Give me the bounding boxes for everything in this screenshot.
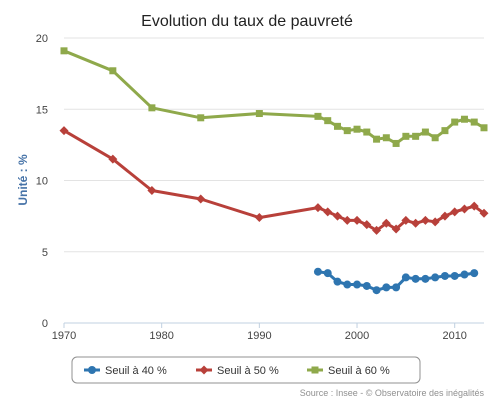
- series-line: [62, 49, 486, 145]
- data-point: [431, 273, 440, 282]
- data-point: [353, 125, 361, 133]
- data-point: [333, 122, 341, 130]
- data-point: [480, 124, 488, 132]
- series-group: [59, 47, 489, 295]
- data-point: [254, 213, 264, 223]
- y-tick-label: 15: [36, 104, 48, 116]
- data-point: [382, 134, 390, 142]
- data-point: [343, 280, 352, 289]
- data-point: [255, 110, 263, 118]
- x-tick-label: 1980: [149, 330, 173, 342]
- data-point: [323, 207, 333, 217]
- data-point: [460, 270, 469, 279]
- data-point: [372, 286, 381, 295]
- data-point: [440, 211, 450, 221]
- legend-label: Seuil à 60 %: [328, 365, 390, 377]
- legend-label: Seuil à 50 %: [217, 365, 279, 377]
- data-point: [323, 269, 332, 278]
- data-point: [479, 208, 489, 218]
- legend-box: [71, 356, 421, 384]
- data-point: [197, 114, 205, 122]
- y-tick-label: 10: [36, 176, 48, 188]
- data-point: [59, 126, 69, 136]
- data-point: [459, 204, 469, 214]
- data-point: [450, 207, 460, 217]
- series-3: [60, 47, 488, 147]
- data-point: [332, 211, 342, 221]
- data-point: [324, 117, 332, 125]
- data-point: [401, 215, 411, 225]
- chart-title: Evolution du taux de pauvreté: [141, 13, 353, 30]
- data-point: [460, 115, 468, 123]
- source-credit: Source : Insee - © Observatoire des inég…: [300, 388, 485, 398]
- data-point: [109, 67, 117, 75]
- data-point: [381, 218, 391, 228]
- series-1: [313, 267, 479, 295]
- data-point: [314, 112, 322, 120]
- data-point: [392, 283, 401, 292]
- data-point: [392, 139, 400, 147]
- data-point: [333, 277, 342, 286]
- data-point: [343, 127, 351, 135]
- data-point: [147, 185, 157, 195]
- legend: Seuil à 40 % Seuil à 50 % Seuil à 60 %: [71, 356, 421, 384]
- data-point: [362, 220, 372, 230]
- y-tick-labels: 0 5 10 15 20: [36, 33, 48, 330]
- data-point: [441, 127, 449, 135]
- data-point: [431, 134, 439, 142]
- data-point: [353, 280, 362, 289]
- legend-marker: [199, 365, 209, 375]
- data-point: [382, 283, 391, 292]
- data-point: [313, 203, 323, 213]
- data-point: [430, 217, 440, 227]
- data-point: [411, 274, 420, 283]
- data-point: [402, 132, 410, 140]
- data-point: [108, 154, 118, 164]
- data-point: [363, 128, 371, 136]
- legend-marker: [311, 366, 319, 374]
- data-point: [391, 224, 401, 234]
- data-point: [420, 215, 430, 225]
- legend-marker: [88, 366, 96, 374]
- data-point: [421, 274, 430, 283]
- data-point: [421, 128, 429, 136]
- x-tick-label: 2000: [345, 330, 369, 342]
- data-point: [313, 267, 322, 276]
- data-point: [60, 47, 68, 55]
- gridlines: [63, 37, 484, 328]
- y-tick-label: 20: [36, 33, 48, 45]
- y-axis-label: Unité : %: [16, 154, 30, 206]
- legend-label: Seuil à 40 %: [105, 365, 167, 377]
- data-point: [450, 271, 459, 280]
- data-point: [469, 201, 479, 211]
- data-point: [412, 132, 420, 140]
- data-point: [196, 194, 206, 204]
- x-tick-label: 1970: [52, 330, 76, 342]
- data-point: [372, 225, 382, 235]
- data-point: [148, 104, 156, 112]
- data-point: [373, 135, 381, 143]
- data-point: [451, 118, 459, 126]
- x-tick-label: 2010: [442, 330, 466, 342]
- data-point: [470, 269, 479, 278]
- series-2: [59, 126, 489, 235]
- data-point: [352, 215, 362, 225]
- data-point: [411, 218, 421, 228]
- y-tick-label: 0: [42, 318, 48, 330]
- x-tick-labels: 1970 1980 1990 2000 2010: [52, 330, 467, 342]
- x-tick-label: 1990: [247, 330, 271, 342]
- y-tick-label: 5: [42, 247, 48, 259]
- data-point: [401, 273, 410, 282]
- data-point: [440, 271, 449, 280]
- data-point: [362, 281, 371, 290]
- data-point: [470, 118, 478, 126]
- data-point: [342, 215, 352, 225]
